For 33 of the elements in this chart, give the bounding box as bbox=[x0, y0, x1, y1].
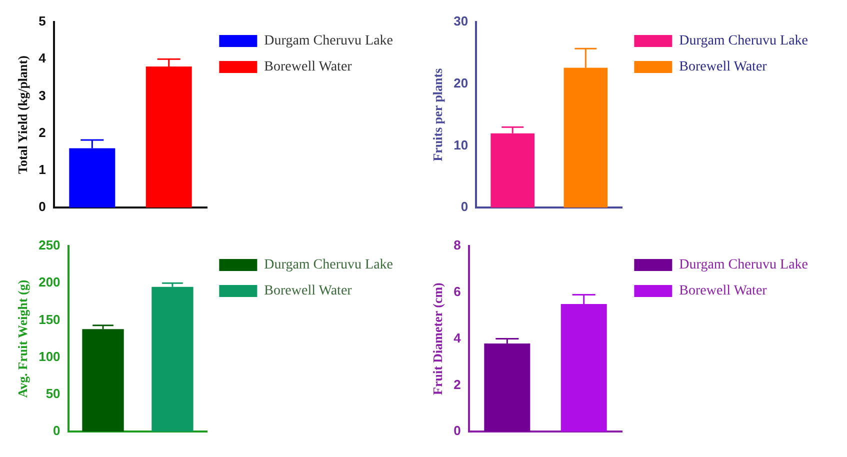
y-axis-title: Fruits per plants bbox=[430, 68, 446, 162]
y-tick-label: 4 bbox=[38, 50, 47, 66]
y-tick-label: 5 bbox=[38, 14, 46, 29]
legend-label: Durgam Cheruvu Lake bbox=[264, 258, 394, 273]
legend-label: Durgam Cheruvu Lake bbox=[679, 34, 808, 49]
y-tick-label: 2 bbox=[38, 124, 46, 140]
y-tick-label: 8 bbox=[454, 238, 461, 253]
y-tick-label: 6 bbox=[454, 284, 461, 299]
y-tick-label: 50 bbox=[46, 386, 60, 402]
legend-label: Borewell Water bbox=[679, 284, 768, 299]
y-tick-label: 200 bbox=[38, 274, 60, 290]
y-tick-label: 30 bbox=[454, 14, 468, 29]
y-tick-label: 150 bbox=[38, 312, 60, 327]
legend-label: Borewell Water bbox=[264, 60, 352, 75]
y-tick-label: 0 bbox=[53, 423, 60, 438]
legend-label: Borewell Water bbox=[264, 284, 352, 299]
y-tick-label: 250 bbox=[38, 238, 60, 253]
y-tick-label: 3 bbox=[38, 88, 46, 103]
legend-label: Durgam Cheruvu Lake bbox=[679, 258, 808, 273]
legend-label: Borewell Water bbox=[679, 60, 768, 75]
y-axis-title: Total Yield (kg/plant) bbox=[15, 56, 30, 174]
y-tick-label: 0 bbox=[454, 423, 461, 438]
y-axis-title: Avg. Fruit Weight (g) bbox=[15, 280, 30, 398]
legend-label: Durgam Cheruvu Lake bbox=[264, 34, 394, 49]
y-tick-label: 100 bbox=[38, 348, 60, 364]
y-tick-label: 2 bbox=[454, 376, 461, 392]
y-tick-label: 10 bbox=[454, 137, 468, 152]
y-tick-label: 0 bbox=[460, 199, 468, 214]
y-tick-label: 0 bbox=[38, 199, 46, 214]
y-tick-label: 20 bbox=[454, 75, 468, 90]
y-tick-label: 1 bbox=[38, 162, 46, 178]
y-tick-label: 4 bbox=[454, 330, 462, 346]
y-axis-title: Fruit Diameter (cm) bbox=[430, 282, 446, 395]
